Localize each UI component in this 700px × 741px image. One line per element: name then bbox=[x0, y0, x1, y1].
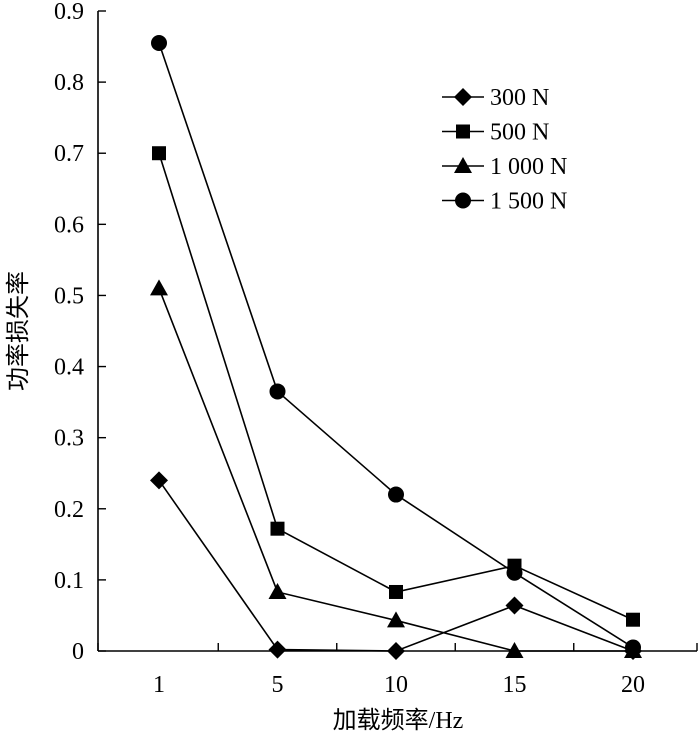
x-axis-title: 加载频率/Hz bbox=[333, 707, 464, 734]
data-point-triangle bbox=[268, 582, 287, 599]
legend-marker-diamond bbox=[454, 88, 472, 106]
y-tick-label: 0 bbox=[72, 639, 84, 665]
data-point-triangle bbox=[387, 611, 405, 628]
x-tick-label: 20 bbox=[621, 672, 645, 698]
y-tick-label: 0.1 bbox=[54, 568, 84, 594]
series-line bbox=[158, 42, 634, 649]
axes bbox=[97, 11, 697, 652]
series-layer bbox=[150, 35, 642, 660]
series-square bbox=[152, 146, 640, 627]
y-tick-label: 0.9 bbox=[54, 0, 84, 25]
data-point-diamond bbox=[387, 642, 405, 660]
data-point-diamond bbox=[268, 640, 287, 659]
legend-item: 500 N bbox=[442, 120, 549, 146]
legend-label: 1 000 N bbox=[490, 154, 567, 180]
legend: 300 N 500 N 1 000 N 1 500 N bbox=[442, 85, 567, 215]
x-ticks: 1 5 10 15 20 bbox=[97, 643, 698, 698]
x-tick-label: 15 bbox=[503, 672, 527, 698]
legend-label: 1 500 N bbox=[490, 189, 567, 215]
x-tick-label: 10 bbox=[384, 672, 408, 698]
series-triangle bbox=[150, 279, 642, 658]
series-line bbox=[158, 152, 634, 621]
legend-item: 1 000 N bbox=[442, 154, 567, 180]
legend-marker-circle bbox=[455, 192, 471, 209]
y-tick-label: 0.5 bbox=[54, 283, 84, 309]
legend-marker-triangle bbox=[454, 157, 472, 173]
data-point-diamond bbox=[150, 471, 168, 490]
data-point-triangle bbox=[505, 642, 524, 658]
legend-item: 300 N bbox=[442, 85, 549, 111]
x-tick-label: 5 bbox=[272, 672, 284, 698]
y-tick-label: 0.4 bbox=[54, 355, 84, 381]
data-point-diamond bbox=[505, 596, 524, 615]
y-ticks: 0 0.1 0.2 0.3 0.4 0.5 0.6 0.7 0.8 0.9 bbox=[54, 0, 106, 665]
data-point-circle bbox=[388, 486, 404, 503]
y-tick-label: 0.7 bbox=[54, 141, 84, 167]
data-point-square bbox=[270, 521, 285, 536]
y-tick-label: 0.8 bbox=[54, 70, 84, 96]
legend-marker-square bbox=[456, 124, 470, 139]
data-point-square bbox=[152, 146, 166, 161]
series-circle bbox=[151, 35, 641, 656]
data-point-circle bbox=[269, 383, 286, 400]
data-point-square bbox=[626, 612, 640, 627]
data-point-square bbox=[389, 584, 403, 599]
legend-label: 500 N bbox=[490, 120, 549, 146]
legend-item: 1 500 N bbox=[442, 189, 567, 215]
data-point-triangle bbox=[150, 279, 168, 296]
data-point-circle bbox=[625, 639, 641, 656]
y-axis-title: 功率损失率 bbox=[5, 271, 32, 391]
x-tick-label: 1 bbox=[153, 672, 165, 698]
data-point-circle bbox=[151, 35, 167, 51]
data-point-circle bbox=[506, 564, 523, 581]
y-tick-label: 0.2 bbox=[54, 497, 84, 523]
legend-label: 300 N bbox=[490, 85, 549, 111]
y-tick-label: 0.3 bbox=[54, 426, 84, 452]
y-tick-label: 0.6 bbox=[54, 212, 84, 238]
